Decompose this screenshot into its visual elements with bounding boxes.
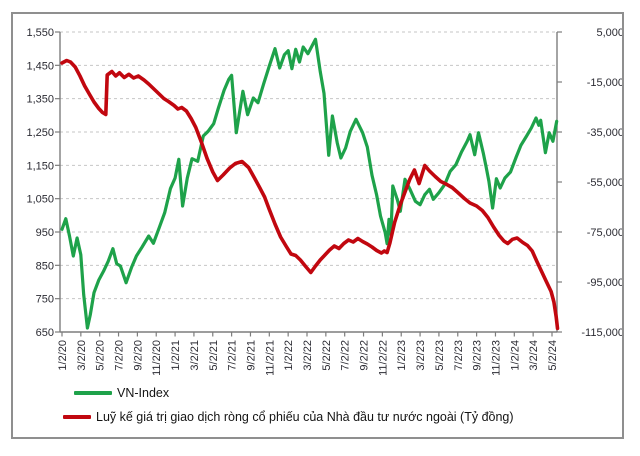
x-axis-tick-label: 11/2/20	[151, 340, 163, 376]
foreign-net-legend-label: Luỹ kế giá trị giao dịch ròng cổ phiếu c…	[96, 410, 514, 424]
x-axis-tick-label: 5/2/23	[434, 340, 446, 371]
vnindex-legend-label: VN-Index	[117, 386, 170, 400]
x-axis-tick-label: 11/2/23	[490, 340, 502, 376]
x-axis-tick-label: 9/2/21	[245, 340, 257, 371]
right-axis-tick-label: 5,000	[596, 27, 622, 39]
chart-svg: 1,550 1,450 1,350 1,250 1,150 1,050 950 850 750 6…	[26, 27, 622, 376]
left-axis-tick-label: 850	[36, 260, 54, 272]
x-axis-tick-label: 11/2/21	[264, 340, 276, 376]
left-axis-tick-label: 1,450	[26, 60, 54, 72]
left-axis-tick-label: 950	[36, 227, 54, 239]
x-axis-tick-label: 9/2/20	[132, 340, 144, 371]
x-axis-tick-label: 1/2/23	[396, 340, 408, 371]
x-axis-tick-label: 7/2/23	[453, 340, 465, 371]
chart-frame: 1,550 1,450 1,350 1,250 1,150 1,050 950 850 750 6…	[11, 12, 624, 439]
legend: VN-Index Luỹ kế giá trị giao dịch ròng c…	[63, 386, 603, 424]
left-axis-tick-label: 1,250	[26, 127, 54, 139]
x-axis-tick-label: 3/2/21	[189, 340, 201, 371]
x-axis-tick-label: 7/2/20	[114, 340, 126, 371]
foreign-net-line-series	[60, 58, 560, 331]
left-axis-tick-label: 1,050	[26, 194, 54, 206]
x-axis-tick-label: 7/2/21	[227, 340, 239, 371]
x-axis-tick-label: 3/2/20	[76, 340, 88, 371]
left-axis-tick-label: 1,550	[26, 27, 54, 39]
x-axis-tick-label: 1/2/20	[57, 340, 69, 371]
x-axis-tick-label: 5/2/20	[95, 340, 107, 371]
legend-item-foreign-net: Luỹ kế giá trị giao dịch ròng cổ phiếu c…	[63, 410, 603, 424]
x-axis-tick-label: 5/2/22	[321, 340, 333, 371]
right-axis-tick-label: -35,000	[587, 127, 622, 139]
right-axis-tick-label: -115,000	[581, 327, 622, 339]
legend-item-vnindex: VN-Index	[63, 386, 603, 400]
left-axis-tick-label: 1,350	[26, 94, 54, 106]
x-axis-tick-label: 9/2/23	[472, 340, 484, 371]
right-axis-tick-label: -95,000	[587, 277, 622, 289]
x-axis-tick-label: 5/2/21	[208, 340, 220, 371]
left-axis-tick-label: 650	[36, 327, 54, 339]
x-axis-tick-label: 1/2/22	[283, 340, 295, 371]
right-axis-tick-label: -55,000	[587, 177, 622, 189]
foreign-net-line-swatch-icon	[63, 415, 91, 419]
x-axis-tick-label: 3/2/22	[302, 340, 314, 371]
x-axis-tick-label: 7/2/22	[340, 340, 352, 371]
right-axis-tick-label: -15,000	[587, 77, 622, 89]
x-axis-tick-label: 9/2/22	[359, 340, 371, 371]
left-axis-tick-label: 1,150	[26, 160, 54, 172]
vnindex-line-swatch-icon	[74, 391, 112, 395]
x-axis-tick-label: 1/2/21	[170, 340, 182, 371]
x-axis-tick-label: 3/2/24	[528, 340, 540, 371]
x-axis-tick-label: 3/2/23	[415, 340, 427, 371]
right-axis-tick-label: -75,000	[587, 227, 622, 239]
vnindex-line-series	[60, 37, 559, 330]
x-axis-tick-label: 5/2/24	[547, 340, 559, 371]
left-axis-tick-label: 750	[36, 294, 54, 306]
x-axis-tick-label: 1/2/24	[509, 340, 521, 371]
x-axis-tick-label: 11/2/22	[377, 340, 389, 376]
